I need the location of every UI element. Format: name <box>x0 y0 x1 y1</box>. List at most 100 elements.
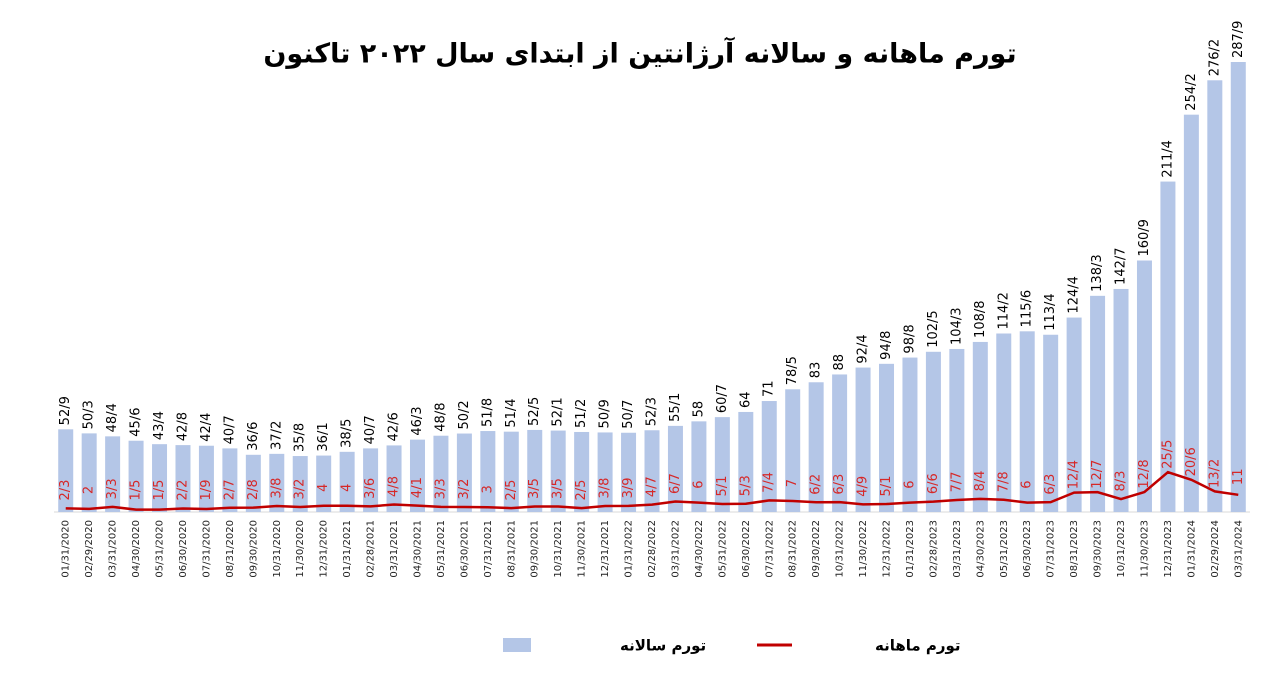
x-tick-label: 09/30/2020 <box>248 520 259 578</box>
line-value-label: 11 <box>1231 469 1246 486</box>
line-value-label: 12/7 <box>1090 460 1105 489</box>
x-tick-label: 01/31/2023 <box>905 520 916 578</box>
legend-swatch <box>503 638 531 652</box>
bar-value-label: 46/3 <box>410 406 425 435</box>
bar <box>269 453 285 512</box>
x-tick-label: 04/30/2022 <box>694 520 705 578</box>
bar-value-label: 50/9 <box>598 399 613 428</box>
line-value-label: 3/8 <box>598 478 613 499</box>
bar-value-label: 48/8 <box>433 403 448 432</box>
line-value-label: 3 <box>480 485 495 493</box>
x-tick-label: 06/30/2021 <box>459 520 470 578</box>
bar <box>667 425 683 512</box>
x-tick-label: 04/30/2023 <box>975 520 986 578</box>
line-value-label: 1/9 <box>199 480 214 501</box>
line-value-label: 6/3 <box>832 474 847 495</box>
line-value-label: 3/3 <box>105 478 120 499</box>
x-tick-label: 05/31/2022 <box>717 520 728 578</box>
line-value-label: 1/5 <box>129 480 144 501</box>
chart-title: تورم ماهانه و سالانه آرژانتین از ابتدای … <box>263 37 1016 70</box>
x-tick-label: 02/28/2023 <box>928 520 939 578</box>
line-value-label: 7 <box>785 479 800 487</box>
bar <box>105 436 121 512</box>
line-value-label: 4/7 <box>645 476 660 497</box>
x-tick-label: 07/31/2020 <box>201 520 212 578</box>
bar <box>316 455 332 512</box>
bar <box>386 445 402 512</box>
bar <box>691 421 707 512</box>
bar <box>1113 288 1129 512</box>
x-tick-label: 08/31/2023 <box>1069 520 1080 578</box>
line-value-label: 2/2 <box>175 480 190 501</box>
line-value-label: 6/6 <box>926 473 941 494</box>
x-tick-label: 12/31/2020 <box>319 520 330 578</box>
line-value-label: 2/7 <box>222 479 237 500</box>
x-tick-label: 02/28/2022 <box>647 520 658 578</box>
line-value-label: 3/5 <box>527 478 542 499</box>
x-tick-label: 03/31/2022 <box>670 520 681 578</box>
bar-value-label: 92/4 <box>856 334 871 363</box>
line-value-label: 2/5 <box>574 480 589 501</box>
line-value-label: 4 <box>316 484 331 492</box>
x-tick-label: 11/30/2021 <box>577 520 588 578</box>
bar <box>949 348 965 512</box>
bar-value-label: 113/4 <box>1043 293 1058 330</box>
line-value-label: 3/3 <box>433 478 448 499</box>
line-value-label: 3/9 <box>621 477 636 498</box>
line-value-label: 7/4 <box>762 472 777 493</box>
bar <box>644 430 660 512</box>
bar <box>222 448 238 512</box>
bar <box>527 429 543 512</box>
bar <box>128 440 144 512</box>
bar-value-label: 42/8 <box>175 412 190 441</box>
bar-value-label: 48/4 <box>105 403 120 432</box>
x-tick-label: 02/29/2020 <box>84 520 95 578</box>
bar <box>1183 114 1199 513</box>
bar <box>597 432 613 512</box>
bar-value-label: 36/1 <box>316 422 331 451</box>
bar <box>1160 181 1176 513</box>
bar <box>433 435 449 512</box>
bar <box>363 448 379 512</box>
bar-value-label: 42/6 <box>387 412 402 441</box>
bar <box>1136 260 1152 512</box>
x-tick-label: 03/31/2024 <box>1233 520 1244 578</box>
bar-value-label: 287/9 <box>1231 21 1246 58</box>
bar-value-label: 142/7 <box>1114 247 1129 284</box>
bar-value-label: 211/4 <box>1160 140 1175 177</box>
bar-value-label: 88 <box>832 354 847 371</box>
x-tick-label: 06/30/2020 <box>178 520 189 578</box>
bar <box>1043 334 1059 512</box>
x-tick-label: 06/30/2022 <box>741 520 752 578</box>
bar <box>996 333 1012 512</box>
bar <box>761 401 777 512</box>
x-tick-label: 04/30/2021 <box>412 520 423 578</box>
x-tick-label: 09/30/2022 <box>811 520 822 578</box>
x-tick-label: 12/31/2021 <box>600 520 611 578</box>
bar <box>81 433 97 512</box>
line-value-label: 7/7 <box>949 472 964 493</box>
line-value-label: 6/3 <box>1043 474 1058 495</box>
x-tick-label: 03/31/2023 <box>952 520 963 578</box>
bar <box>503 431 519 512</box>
bar <box>198 445 214 512</box>
x-tick-label: 01/31/2024 <box>1186 520 1197 578</box>
bar <box>550 430 566 512</box>
x-tick-label: 12/31/2022 <box>882 520 893 578</box>
x-tick-label: 11/30/2022 <box>858 520 869 578</box>
bar <box>1207 80 1223 512</box>
line-value-label: 12/4 <box>1067 460 1082 489</box>
line-value-label: 4/8 <box>387 476 402 497</box>
x-tick-label: 05/31/2021 <box>436 520 447 578</box>
bar-value-label: 64 <box>738 391 753 408</box>
bar-value-label: 102/5 <box>926 310 941 347</box>
line-value-label: 2/8 <box>246 479 261 500</box>
bar-value-label: 114/2 <box>996 292 1011 329</box>
bar-value-label: 38/5 <box>340 419 355 448</box>
bar <box>480 431 496 512</box>
bar <box>1019 331 1035 512</box>
bar <box>1090 295 1106 512</box>
bar <box>714 417 730 512</box>
bar <box>58 429 74 512</box>
line-value-label: 7/8 <box>996 471 1011 492</box>
